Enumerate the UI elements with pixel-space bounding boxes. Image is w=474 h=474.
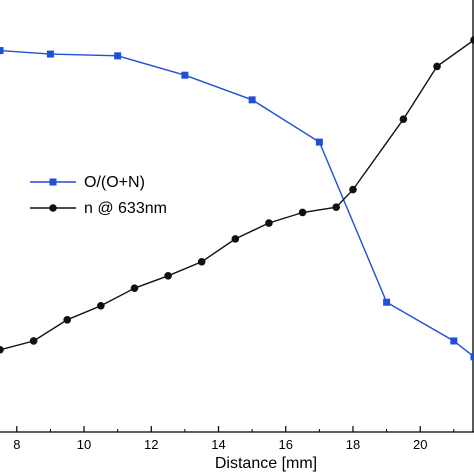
data-point-circle (231, 235, 240, 243)
data-point-circle (0, 345, 4, 354)
data-point-circle (265, 219, 273, 227)
data-point-square (181, 71, 189, 79)
data-point-square (315, 138, 323, 146)
x-tick-label: 18 (346, 437, 360, 452)
data-point-square (470, 353, 474, 361)
x-tick-label: 10 (77, 437, 91, 452)
data-point-square (248, 96, 256, 104)
series-n-633nm (0, 36, 474, 354)
data-point-square (46, 50, 54, 58)
data-point-circle (130, 284, 139, 292)
axes (0, 0, 474, 433)
data-point-circle (332, 203, 340, 211)
legend-marker-circle (49, 204, 57, 212)
series-o-ratio (0, 47, 474, 361)
series-line (0, 39, 474, 351)
data-point-circle (164, 272, 172, 280)
data-point-square (114, 52, 122, 60)
data-point-circle (298, 208, 307, 217)
data-point-circle (29, 337, 38, 345)
series (0, 36, 474, 361)
x-tick-label: 8 (13, 437, 20, 452)
x-tick-label: 12 (144, 437, 158, 452)
data-point-circle (349, 185, 357, 194)
data-point-circle (197, 257, 206, 266)
data-point-circle (470, 36, 474, 44)
legend-item: n @ 633nm (30, 200, 167, 217)
x-ticks: 8 10 12 14 16 18 20 (13, 426, 455, 452)
data-point-square (383, 298, 391, 306)
legend: O/(O+N) n @ 633nm (30, 174, 167, 217)
series-line (0, 49, 474, 358)
x-tick-label: 14 (211, 437, 225, 452)
data-point-circle (399, 115, 408, 123)
data-point-square (450, 337, 458, 345)
legend-label: n @ 633nm (84, 200, 167, 217)
legend-marker-square (49, 178, 57, 186)
data-point-square (0, 47, 4, 55)
x-axis-title: Distance [mm] (215, 455, 317, 472)
legend-item: O/(O+N) (30, 174, 145, 191)
data-point-circle (433, 62, 441, 71)
x-tick-label: 20 (413, 437, 427, 452)
legend-label: O/(O+N) (84, 174, 145, 191)
x-tick-label: 16 (279, 437, 293, 452)
data-point-circle (63, 316, 72, 324)
data-point-circle (97, 301, 105, 310)
